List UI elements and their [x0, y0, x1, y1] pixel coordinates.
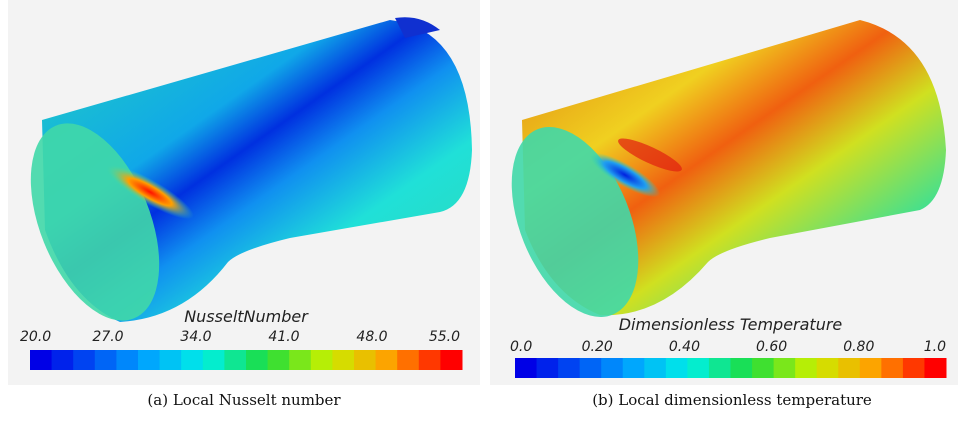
colorbar-tick-label: 48.0: [356, 329, 387, 345]
colorbar-segment: [730, 358, 753, 378]
colorbar-segment: [138, 350, 161, 370]
cylinder-render-b: [511, 20, 946, 317]
colorbar-tick-label: 0.80: [843, 339, 874, 355]
colorbar-tick-label: 34.0: [180, 329, 211, 345]
colorbar-segment: [601, 358, 624, 378]
cylinder-render-a: [30, 17, 472, 322]
colorbar-segment: [116, 350, 139, 370]
colorbar-segment: [644, 358, 667, 378]
colorbar-title: Dimensionless Temperature: [619, 315, 843, 334]
colorbar-segment: [859, 358, 882, 378]
colorbar-segment: [816, 358, 839, 378]
caption: (b) Local dimensionless temperature: [592, 391, 872, 409]
panel: NusseltNumber 20.0 27.0 34.0 41.0 48.0 55.0 (a)…: [20, 307, 463, 409]
colorbar-segment: [267, 350, 290, 370]
colorbar-segment: [202, 350, 225, 370]
caption: (a) Local Nusselt number: [147, 391, 341, 409]
colorbar-tick-label: 1.0: [924, 339, 946, 355]
colorbar-segment: [246, 350, 269, 370]
colorbar-segment: [665, 358, 688, 378]
colorbar-tick-label: 27.0: [92, 329, 123, 345]
colorbar-segment: [773, 358, 796, 378]
colorbar-segment: [418, 350, 441, 370]
colorbar-tick-label: 55.0: [429, 329, 460, 345]
colorbar-segment: [536, 358, 559, 378]
colorbar-segment: [708, 358, 731, 378]
colorbar-segment: [332, 350, 355, 370]
colorbar-segment: [30, 350, 53, 370]
colorbar-tick-label: 0.0: [510, 339, 532, 355]
colorbar-tick-label: 0.60: [756, 339, 787, 355]
colorbar-segment: [354, 350, 377, 370]
colorbar-segment: [224, 350, 247, 370]
colorbar-tick-label: 0.20: [582, 339, 613, 355]
colorbar-segment: [51, 350, 74, 370]
colorbar-segment: [838, 358, 861, 378]
colorbar-segment: [795, 358, 818, 378]
colorbar-segment: [94, 350, 117, 370]
colorbar-segment: [289, 350, 312, 370]
colorbar-segment: [397, 350, 420, 370]
colorbar-segment: [375, 350, 398, 370]
colorbar-segment: [579, 358, 602, 378]
colorbar-segment: [687, 358, 710, 378]
colorbar-segment: [159, 350, 182, 370]
panel: Dimensionless Temperature 0.0 0.20 0.40 0.60…: [510, 315, 947, 409]
colorbar-title: NusseltNumber: [184, 307, 309, 326]
colorbar-tick-label: 0.40: [669, 339, 700, 355]
colorbar-segment: [515, 358, 538, 378]
colorbar-segment: [558, 358, 581, 378]
colorbar-segment: [440, 350, 463, 370]
colorbar-tick-label: 41.0: [268, 329, 299, 345]
colorbar-segment: [924, 358, 947, 378]
colorbar-tick-label: 20.0: [20, 329, 51, 345]
colorbar-segment: [622, 358, 645, 378]
colorbar-segment: [73, 350, 96, 370]
colorbar-segment: [881, 358, 904, 378]
colorbar-segment: [310, 350, 333, 370]
colorbar-segment: [752, 358, 775, 378]
colorbar-segment: [181, 350, 204, 370]
colorbar-segment: [902, 358, 925, 378]
